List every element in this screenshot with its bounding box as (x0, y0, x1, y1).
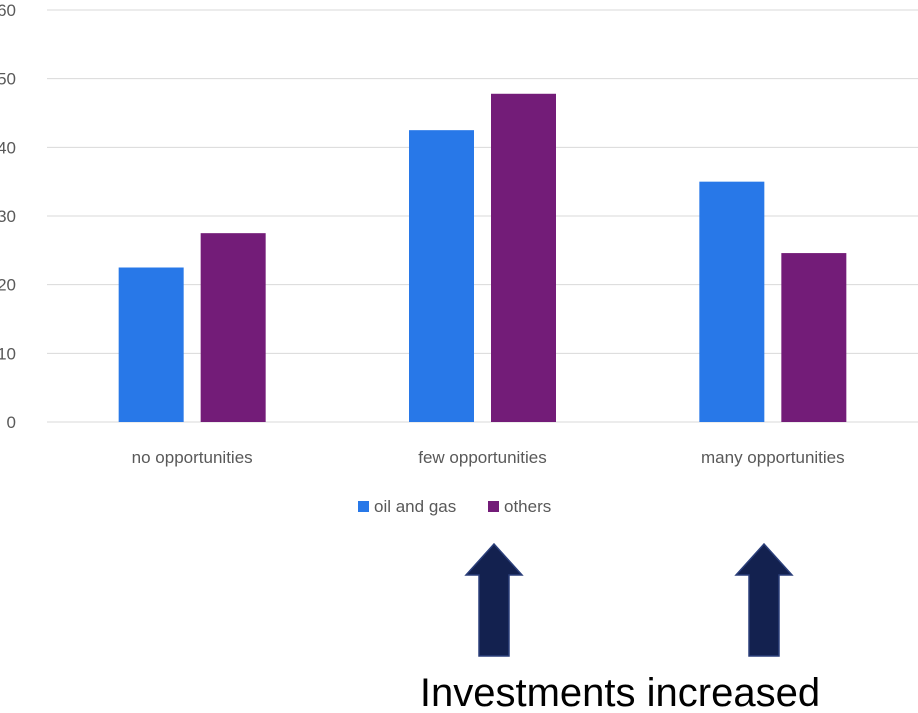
y-tick-label: 20 (0, 276, 16, 295)
annotation-text: Investments increased (420, 671, 820, 713)
bar-oil-and-gas-many-opportunities (699, 181, 765, 422)
y-tick-label: 40 (0, 138, 16, 157)
legend-swatch-others (488, 501, 499, 512)
legend-label-oil-and-gas: oil and gas (374, 497, 456, 516)
y-axis-ticks: 0 10 20 30 40 50 60 (0, 1, 16, 432)
bar-oil-and-gas-no-opportunities (118, 267, 184, 422)
bar-others-many-opportunities (781, 253, 847, 422)
y-tick-label: 10 (0, 344, 16, 363)
bars (118, 93, 847, 423)
x-category-label: many opportunities (701, 448, 845, 467)
y-tick-label: 0 (7, 413, 16, 432)
up-arrow-icon (734, 542, 794, 657)
x-category-label: no opportunities (132, 448, 253, 467)
y-tick-label: 60 (0, 1, 16, 20)
bar-others-few-opportunities (491, 93, 556, 423)
x-axis-categories: no opportunities few opportunities many op… (132, 448, 845, 467)
legend-swatch-oil-and-gas (358, 501, 369, 512)
gridlines (47, 9, 918, 423)
bar-others-no-opportunities (200, 233, 266, 422)
bar-oil-and-gas-few-opportunities (409, 130, 474, 422)
legend-label-others: others (504, 497, 551, 516)
x-category-label: few opportunities (418, 448, 547, 467)
y-tick-label: 30 (0, 207, 16, 226)
up-arrow-icon (464, 542, 524, 657)
annotation-arrows (464, 542, 794, 657)
legend: oil and gas others (358, 497, 551, 516)
y-tick-label: 50 (0, 70, 16, 89)
